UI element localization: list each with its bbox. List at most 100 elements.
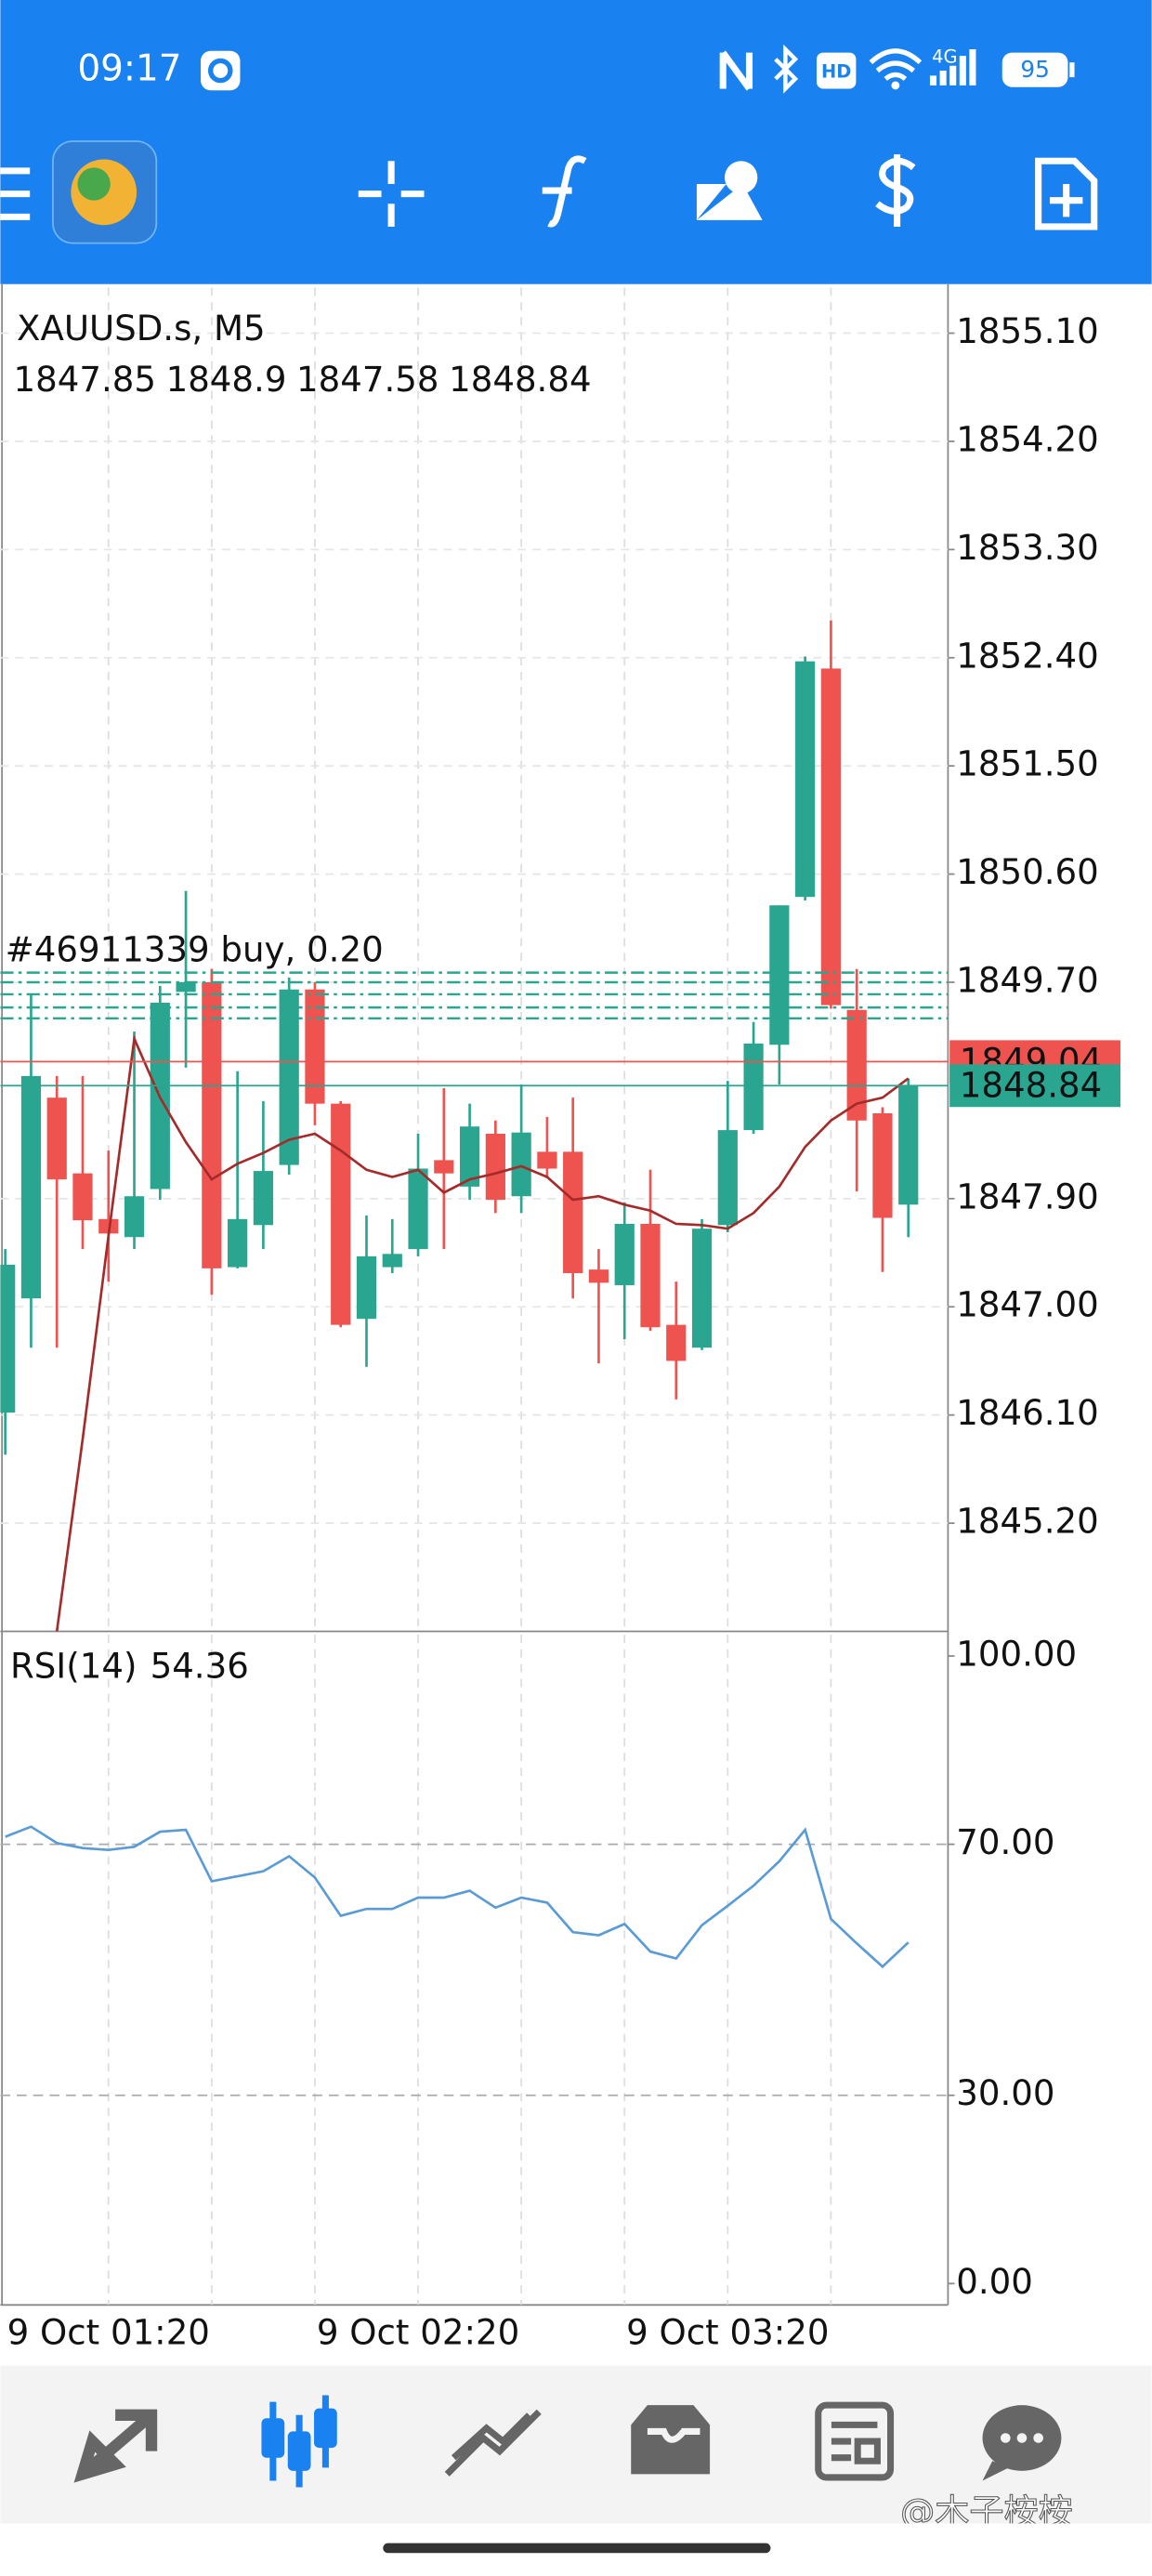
- candle-body: [434, 1160, 454, 1174]
- chart-title: XAUUSD.s, M5: [17, 309, 266, 348]
- candle-body: [279, 989, 299, 1165]
- y-tick-label: 1855.10: [956, 311, 1098, 351]
- candle-body: [408, 1168, 428, 1250]
- battery-level: 95: [1020, 56, 1050, 83]
- candle-body: [0, 1264, 16, 1413]
- candle-body: [511, 1132, 531, 1197]
- candle-body: [72, 1173, 93, 1221]
- bottom-nav: [0, 2365, 1152, 2524]
- chat-tab: [1000, 2433, 1011, 2443]
- chart-tab: [314, 2408, 337, 2449]
- candle-body: [846, 1009, 867, 1121]
- y-tick-label: 1847.00: [956, 1285, 1098, 1325]
- candle-body: [124, 1196, 145, 1238]
- y-tick-label: 1850.60: [956, 852, 1098, 892]
- status-icon: [208, 58, 233, 84]
- y-tick-label: 100.00: [956, 1634, 1077, 1674]
- trade-tab[interactable]: [444, 2409, 542, 2477]
- candle-body: [743, 1043, 764, 1131]
- candle-body: [898, 1085, 919, 1205]
- y-tick-label: 1849.70: [956, 961, 1098, 1001]
- chart-tab: [287, 2431, 311, 2471]
- candle-body: [459, 1126, 480, 1187]
- crosshair-button[interactable]: [358, 161, 425, 227]
- battery: [1001, 52, 1068, 87]
- objects-button: [724, 161, 758, 194]
- y-tick-label: 1852.40: [956, 636, 1098, 676]
- battery-tip: [1069, 62, 1075, 78]
- y-tick-label: 1853.30: [956, 528, 1098, 568]
- y-tick-label: 1845.20: [956, 1502, 1098, 1542]
- candle-body: [795, 661, 816, 898]
- x-tick-label: 9 Oct 02:20: [317, 2313, 519, 2353]
- candle-body: [331, 1103, 351, 1325]
- candle-body: [228, 1218, 248, 1268]
- candle-body: [202, 982, 222, 1268]
- candle-body: [563, 1151, 583, 1274]
- rsi-title: RSI(14) 54.36: [10, 1646, 249, 1686]
- y-tick-label: 1851.50: [956, 744, 1098, 784]
- rsi-line: [5, 1825, 910, 1969]
- app-bar: [0, 0, 1152, 284]
- candle-body: [666, 1324, 687, 1361]
- app-logo: [77, 167, 111, 201]
- price-tag-label: 1848.84: [960, 1066, 1102, 1106]
- candle-body: [382, 1254, 402, 1268]
- x-tick-label: 9 Oct 01:20: [7, 2313, 210, 2353]
- signal-icon: [929, 49, 976, 85]
- candle-body: [537, 1151, 557, 1169]
- chart-tab: [261, 2418, 285, 2458]
- trade-button[interactable]: [875, 154, 916, 227]
- candle-body: [46, 1097, 67, 1180]
- candle-body: [356, 1255, 377, 1320]
- hd-text: HD: [821, 60, 851, 82]
- rsi-value: 54.36: [151, 1646, 249, 1686]
- candle-body: [691, 1229, 713, 1348]
- candle-body: [769, 905, 790, 1045]
- candle-body: [717, 1130, 738, 1226]
- y-tick-label: 0.00: [956, 2262, 1033, 2302]
- chat-tab: [982, 2461, 1009, 2481]
- status-time: 09:17: [77, 48, 181, 90]
- ohlc-open: 1847.85: [14, 360, 156, 400]
- chat-tab: [1033, 2433, 1043, 2443]
- status-icon: [201, 50, 241, 91]
- news-tab: [831, 2421, 881, 2464]
- moving-average: [55, 1033, 910, 1632]
- news-tab[interactable]: [815, 2401, 895, 2481]
- ohlc-low: 1847.58: [296, 360, 439, 400]
- candle-body: [872, 1112, 893, 1218]
- menu-button[interactable]: [0, 167, 31, 220]
- wifi-icon: [869, 48, 923, 81]
- y-tick-label: 1846.10: [956, 1393, 1098, 1433]
- candle-body: [485, 1133, 505, 1201]
- y-tick-label: 1854.20: [956, 419, 1098, 459]
- rsi-name: RSI(14): [10, 1646, 137, 1686]
- price-panel: #46911339 buy, 0.20: [0, 287, 949, 1632]
- chart-area: [0, 283, 1152, 2366]
- history-tab: [647, 2427, 700, 2443]
- network-type: 4G: [932, 46, 957, 67]
- ohlc-header: 1847.85 1848.9 1847.58 1848.84: [14, 360, 592, 400]
- chat-tab: [1016, 2433, 1028, 2443]
- x-tick-label: 9 Oct 03:20: [626, 2313, 829, 2353]
- candle-body: [253, 1171, 274, 1226]
- hd-badge: [816, 52, 857, 89]
- rsi-panel: [0, 1635, 949, 2306]
- candle-body: [614, 1223, 635, 1285]
- indicators-button[interactable]: [542, 155, 587, 228]
- candle-body: [588, 1269, 609, 1283]
- new-order-button[interactable]: [1035, 157, 1098, 230]
- y-tick-label: 1847.90: [956, 1176, 1098, 1216]
- bluetooth-icon: [774, 44, 799, 94]
- quotes-tab[interactable]: [73, 2409, 158, 2483]
- ohlc-close: 1848.84: [449, 360, 591, 400]
- y-tick-label: 30.00: [956, 2073, 1054, 2113]
- y-tick-label: 70.00: [956, 1822, 1054, 1862]
- home-indicator: [383, 2543, 771, 2554]
- ohlc-high: 1848.9: [166, 360, 287, 400]
- wifi-icon: [891, 81, 900, 90]
- candle-body: [176, 982, 196, 992]
- candle-body: [820, 668, 842, 1005]
